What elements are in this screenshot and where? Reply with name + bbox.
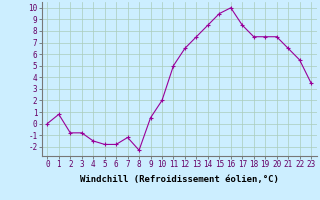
X-axis label: Windchill (Refroidissement éolien,°C): Windchill (Refroidissement éolien,°C) <box>80 175 279 184</box>
